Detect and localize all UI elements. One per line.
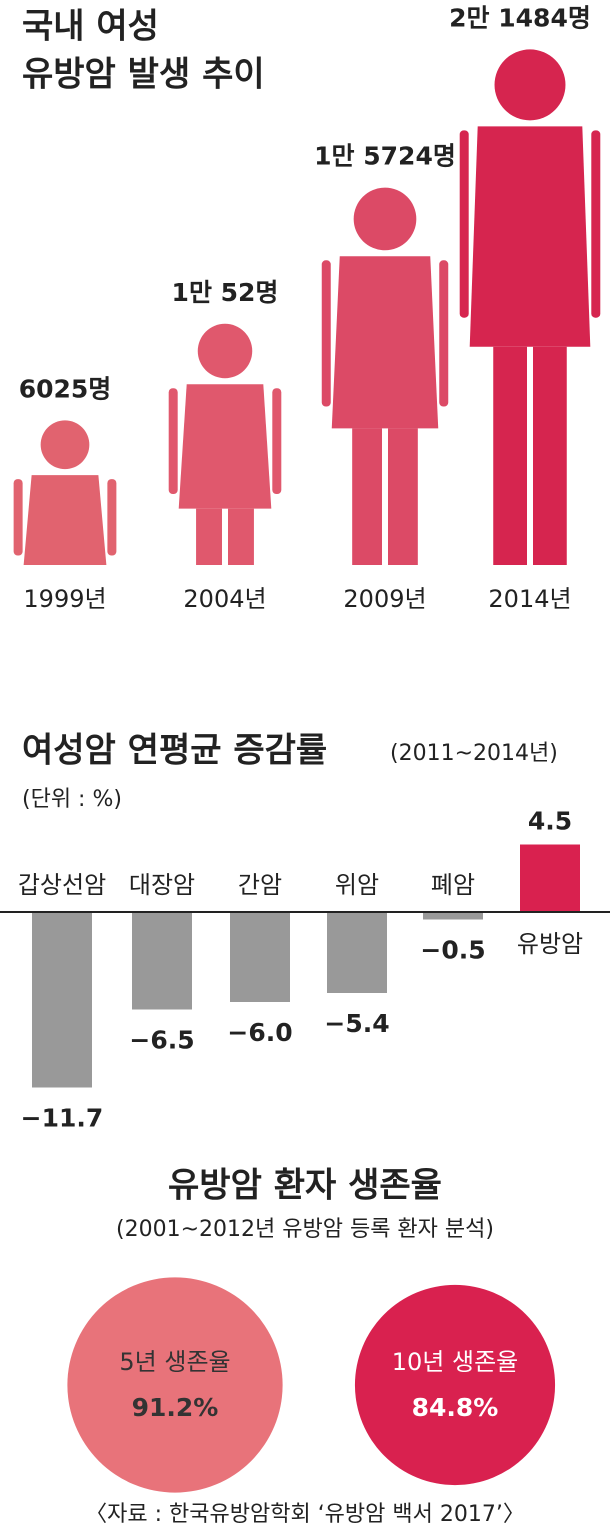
value-label: −5.4 bbox=[324, 1009, 389, 1038]
value-label: 1만 52명 bbox=[172, 278, 279, 307]
leg bbox=[388, 428, 418, 565]
torso bbox=[331, 256, 439, 429]
value-label: −6.5 bbox=[129, 1026, 194, 1055]
chart-title: 여성암 연평균 증감률 bbox=[22, 731, 327, 771]
value-label: 1만 5724명 bbox=[314, 142, 456, 171]
value-label: 84.8% bbox=[412, 1393, 499, 1422]
leg bbox=[352, 428, 382, 565]
chart-title: 국내 여성 bbox=[22, 7, 159, 47]
leg bbox=[533, 346, 567, 565]
category-label: 2004년 bbox=[183, 585, 266, 613]
arm bbox=[168, 388, 178, 494]
circle-name: 5년 생존율 bbox=[119, 1348, 230, 1376]
chart-subtitle: (2011~2014년) bbox=[390, 741, 558, 766]
category-label: 2009년 bbox=[343, 585, 426, 613]
person-figure bbox=[13, 420, 117, 565]
category-label: 위암 bbox=[335, 871, 379, 899]
arm bbox=[321, 260, 331, 407]
arm bbox=[591, 130, 601, 318]
head bbox=[40, 420, 90, 470]
bar bbox=[520, 844, 580, 912]
arm bbox=[459, 130, 469, 318]
bar bbox=[327, 912, 387, 993]
category-label: 유방암 bbox=[517, 930, 583, 958]
arm bbox=[439, 260, 449, 407]
value-label: 91.2% bbox=[132, 1393, 219, 1422]
category-label: 갑상선암 bbox=[18, 871, 106, 899]
head bbox=[197, 323, 253, 379]
unit-label: (단위 : %) bbox=[22, 787, 122, 812]
survival-circle bbox=[354, 1284, 556, 1486]
arm bbox=[107, 479, 117, 556]
torso bbox=[469, 126, 591, 347]
torso bbox=[178, 384, 272, 509]
category-label: 1999년 bbox=[23, 585, 106, 613]
value-label: 6025명 bbox=[19, 374, 112, 403]
arm bbox=[13, 479, 23, 556]
value-label: −6.0 bbox=[227, 1018, 292, 1047]
chart-title: 유방암 환자 생존율 bbox=[168, 1166, 442, 1206]
value-label: −11.7 bbox=[21, 1104, 104, 1133]
bar bbox=[230, 912, 290, 1002]
circle-name: 10년 생존율 bbox=[392, 1348, 519, 1376]
leg bbox=[196, 508, 222, 565]
chart-subtitle: (2001~2012년 유방암 등록 환자 분석) bbox=[116, 1217, 494, 1242]
chart-title: 유방암 발생 추이 bbox=[22, 55, 265, 95]
bar bbox=[132, 912, 192, 1010]
category-label: 폐암 bbox=[431, 871, 475, 899]
category-label: 간암 bbox=[238, 871, 282, 899]
leg bbox=[493, 346, 527, 565]
head bbox=[494, 49, 566, 121]
person-figure bbox=[459, 49, 601, 565]
bar bbox=[32, 912, 92, 1088]
source: 〈자료 : 한국유방암학회 ‘유방암 백서 2017’〉 bbox=[85, 1502, 525, 1527]
arm bbox=[272, 388, 282, 494]
bar bbox=[423, 912, 483, 920]
leg bbox=[228, 508, 254, 565]
value-label: 4.5 bbox=[528, 807, 572, 836]
survival-circle bbox=[67, 1277, 283, 1493]
person-figure bbox=[168, 323, 282, 565]
value-label: 2만 1484명 bbox=[449, 3, 591, 32]
head bbox=[353, 187, 417, 251]
category-label: 대장암 bbox=[129, 871, 195, 899]
value-label: −0.5 bbox=[420, 936, 485, 965]
torso bbox=[23, 475, 107, 565]
person-figure bbox=[321, 187, 449, 565]
category-label: 2014년 bbox=[488, 585, 571, 613]
